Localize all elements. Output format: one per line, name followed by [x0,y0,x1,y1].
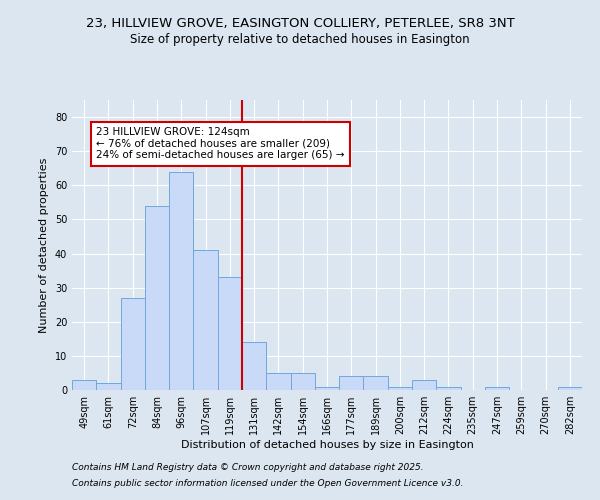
Text: Size of property relative to detached houses in Easington: Size of property relative to detached ho… [130,32,470,46]
Bar [266,373,290,390]
X-axis label: Distribution of detached houses by size in Easington: Distribution of detached houses by size … [181,440,473,450]
Bar [315,386,339,390]
Text: 23, HILLVIEW GROVE, EASINGTON COLLIERY, PETERLEE, SR8 3NT: 23, HILLVIEW GROVE, EASINGTON COLLIERY, … [86,18,514,30]
Bar [388,386,412,390]
Bar [72,380,96,390]
Bar [242,342,266,390]
Text: Contains public sector information licensed under the Open Government Licence v3: Contains public sector information licen… [72,478,464,488]
Bar [96,383,121,390]
Bar [193,250,218,390]
Bar [169,172,193,390]
Bar [218,278,242,390]
Y-axis label: Number of detached properties: Number of detached properties [39,158,49,332]
Text: Contains HM Land Registry data © Crown copyright and database right 2025.: Contains HM Land Registry data © Crown c… [72,464,424,472]
Bar [412,380,436,390]
Bar [339,376,364,390]
Bar [364,376,388,390]
Bar [290,373,315,390]
Bar [145,206,169,390]
Bar [485,386,509,390]
Bar [558,386,582,390]
Text: 23 HILLVIEW GROVE: 124sqm
← 76% of detached houses are smaller (209)
24% of semi: 23 HILLVIEW GROVE: 124sqm ← 76% of detac… [96,128,345,160]
Bar [436,386,461,390]
Bar [121,298,145,390]
